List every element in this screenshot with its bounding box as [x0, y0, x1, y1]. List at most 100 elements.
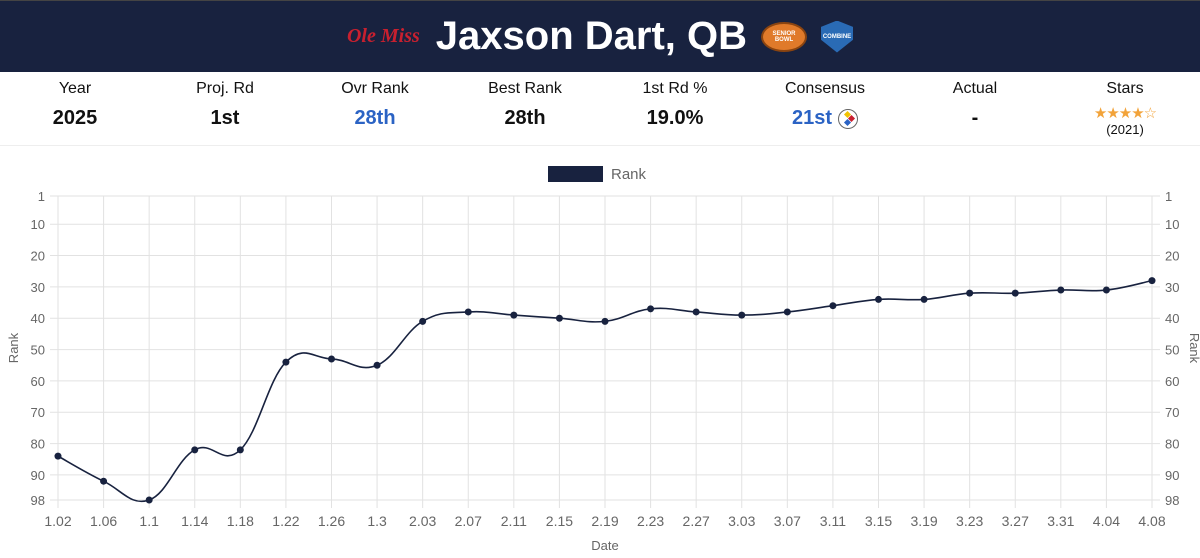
x-tick-label: 2.07: [455, 513, 482, 529]
data-point: [236, 446, 244, 454]
data-point: [647, 305, 655, 313]
x-tick-label: 4.08: [1138, 513, 1165, 529]
x-tick-label: 3.11: [820, 513, 846, 529]
combine-badge-text: Combine: [822, 33, 852, 40]
y-tick-label-right: 98: [1165, 493, 1179, 508]
y-tick-label: 30: [31, 280, 45, 295]
x-tick-label: 2.19: [591, 513, 618, 529]
stat-stars: Stars ★★★★☆ (2021): [1050, 72, 1200, 145]
y-tick-label-right: 10: [1165, 217, 1179, 232]
star-year: (2021): [1106, 122, 1144, 137]
x-axis-title: Date: [591, 538, 618, 553]
stat-label: Stars: [1106, 80, 1144, 97]
x-tick-label: 3.07: [774, 513, 801, 529]
stat-value-wrap: 21st: [750, 107, 900, 130]
data-point: [100, 477, 108, 485]
x-tick-label: 3.19: [910, 513, 937, 529]
y-axis-title: Rank: [6, 332, 21, 363]
stat-value: 19.0%: [646, 107, 704, 129]
steelers-logo-icon: [838, 108, 859, 129]
stat-label: Best Rank: [488, 80, 562, 97]
data-point: [464, 308, 472, 316]
page-title: Jaxson Dart, QB: [435, 14, 747, 58]
y-tick-label-right: 80: [1165, 437, 1179, 452]
x-tick-label: 1.02: [44, 513, 71, 529]
data-point: [920, 295, 928, 303]
data-point: [875, 295, 882, 303]
x-tick-label: 1.26: [318, 513, 345, 529]
x-tick-label: 1.22: [272, 513, 299, 529]
stat-label: Consensus: [784, 80, 866, 97]
y-tick-label-right: 40: [1165, 311, 1179, 326]
x-tick-label: 3.15: [865, 513, 892, 529]
y-tick-label: 80: [31, 437, 45, 452]
legend-swatch: [548, 166, 603, 182]
stat-consensus: Consensus 21st: [750, 72, 900, 145]
data-point: [1148, 277, 1156, 285]
y-tick-label: 20: [31, 249, 45, 264]
y-tick-label: 70: [31, 405, 45, 420]
stat-value: 2025: [52, 107, 98, 129]
star-filled-icon: ★: [1093, 105, 1107, 122]
senior-bowl-badge-text: Senior Bowl: [772, 30, 796, 43]
data-point: [54, 452, 62, 460]
x-tick-label: 2.15: [546, 513, 573, 529]
stat-value: -: [971, 107, 979, 129]
y-tick-label: 50: [31, 343, 45, 358]
x-tick-label: 1.14: [181, 513, 208, 529]
data-point: [1057, 286, 1065, 294]
stat-value[interactable]: 28th: [354, 107, 396, 129]
data-point: [1011, 289, 1019, 297]
stat-label: Proj. Rd: [196, 80, 254, 97]
data-point: [145, 496, 153, 504]
data-point: [966, 289, 974, 297]
rank-chart: Rank 1 1 10 10 20 20 30 30 40 40 50 50 60 60 70 70 80 80 90…: [6, 166, 1200, 553]
star-filled-icon: ★: [1118, 105, 1132, 122]
y-tick-label: 60: [31, 374, 45, 389]
stat-ovr-rank: Ovr Rank 28th: [300, 72, 450, 145]
star-empty-icon: ☆: [1143, 105, 1157, 122]
school-logo: Ole Miss: [346, 25, 420, 47]
stat-year: Year 2025: [0, 72, 150, 145]
stats-row: Year 2025 Proj. Rd 1st Ovr Rank 28th Best R…: [0, 72, 1200, 146]
data-point: [738, 311, 746, 319]
data-point: [282, 358, 290, 366]
star-filled-icon: ★: [1106, 105, 1119, 122]
data-point: [1102, 286, 1110, 294]
stat-actual: Actual -: [900, 72, 1050, 145]
x-tick-label: 3.03: [728, 513, 755, 529]
x-tick-label: 4.04: [1093, 513, 1120, 529]
star-rating: ★★★★☆: [1050, 104, 1200, 122]
data-point: [783, 308, 791, 316]
y-axis-title-right: Rank: [1187, 333, 1200, 364]
stat-value: 1st: [210, 107, 240, 129]
x-tick-label: 3.31: [1047, 513, 1074, 529]
x-tick-label: 2.23: [637, 513, 664, 529]
y-tick-label-right: 1: [1165, 189, 1172, 204]
data-point: [692, 308, 700, 316]
x-tick-label: 2.03: [409, 513, 436, 529]
data-point: [555, 314, 563, 322]
y-tick-label-right: 70: [1165, 405, 1179, 420]
x-tick-label: 2.27: [683, 513, 710, 529]
data-point: [191, 446, 199, 454]
stat-label: 1st Rd %: [642, 80, 708, 97]
y-tick-label: 40: [31, 311, 45, 326]
stat-value[interactable]: 21st: [791, 107, 833, 129]
y-tick-label-right: 50: [1165, 343, 1179, 358]
y-tick-label-right: 20: [1165, 249, 1179, 264]
y-tick-label-right: 90: [1165, 468, 1179, 483]
star-filled-icon: ★: [1131, 105, 1144, 122]
stat-first-round-pct: 1st Rd % 19.0%: [600, 72, 750, 145]
stat-proj-rd: Proj. Rd 1st: [150, 72, 300, 145]
legend-label: Rank: [611, 166, 647, 183]
data-point: [829, 302, 837, 310]
y-tick-label-right: 30: [1165, 280, 1179, 295]
x-tick-label: 1.18: [227, 513, 254, 529]
x-tick-label: 1.1: [139, 513, 159, 529]
data-point: [601, 317, 609, 325]
stat-value: 28th: [504, 107, 546, 129]
data-point: [510, 311, 518, 319]
x-tick-label: 3.27: [1002, 513, 1029, 529]
x-tick-label: 1.3: [367, 513, 387, 529]
